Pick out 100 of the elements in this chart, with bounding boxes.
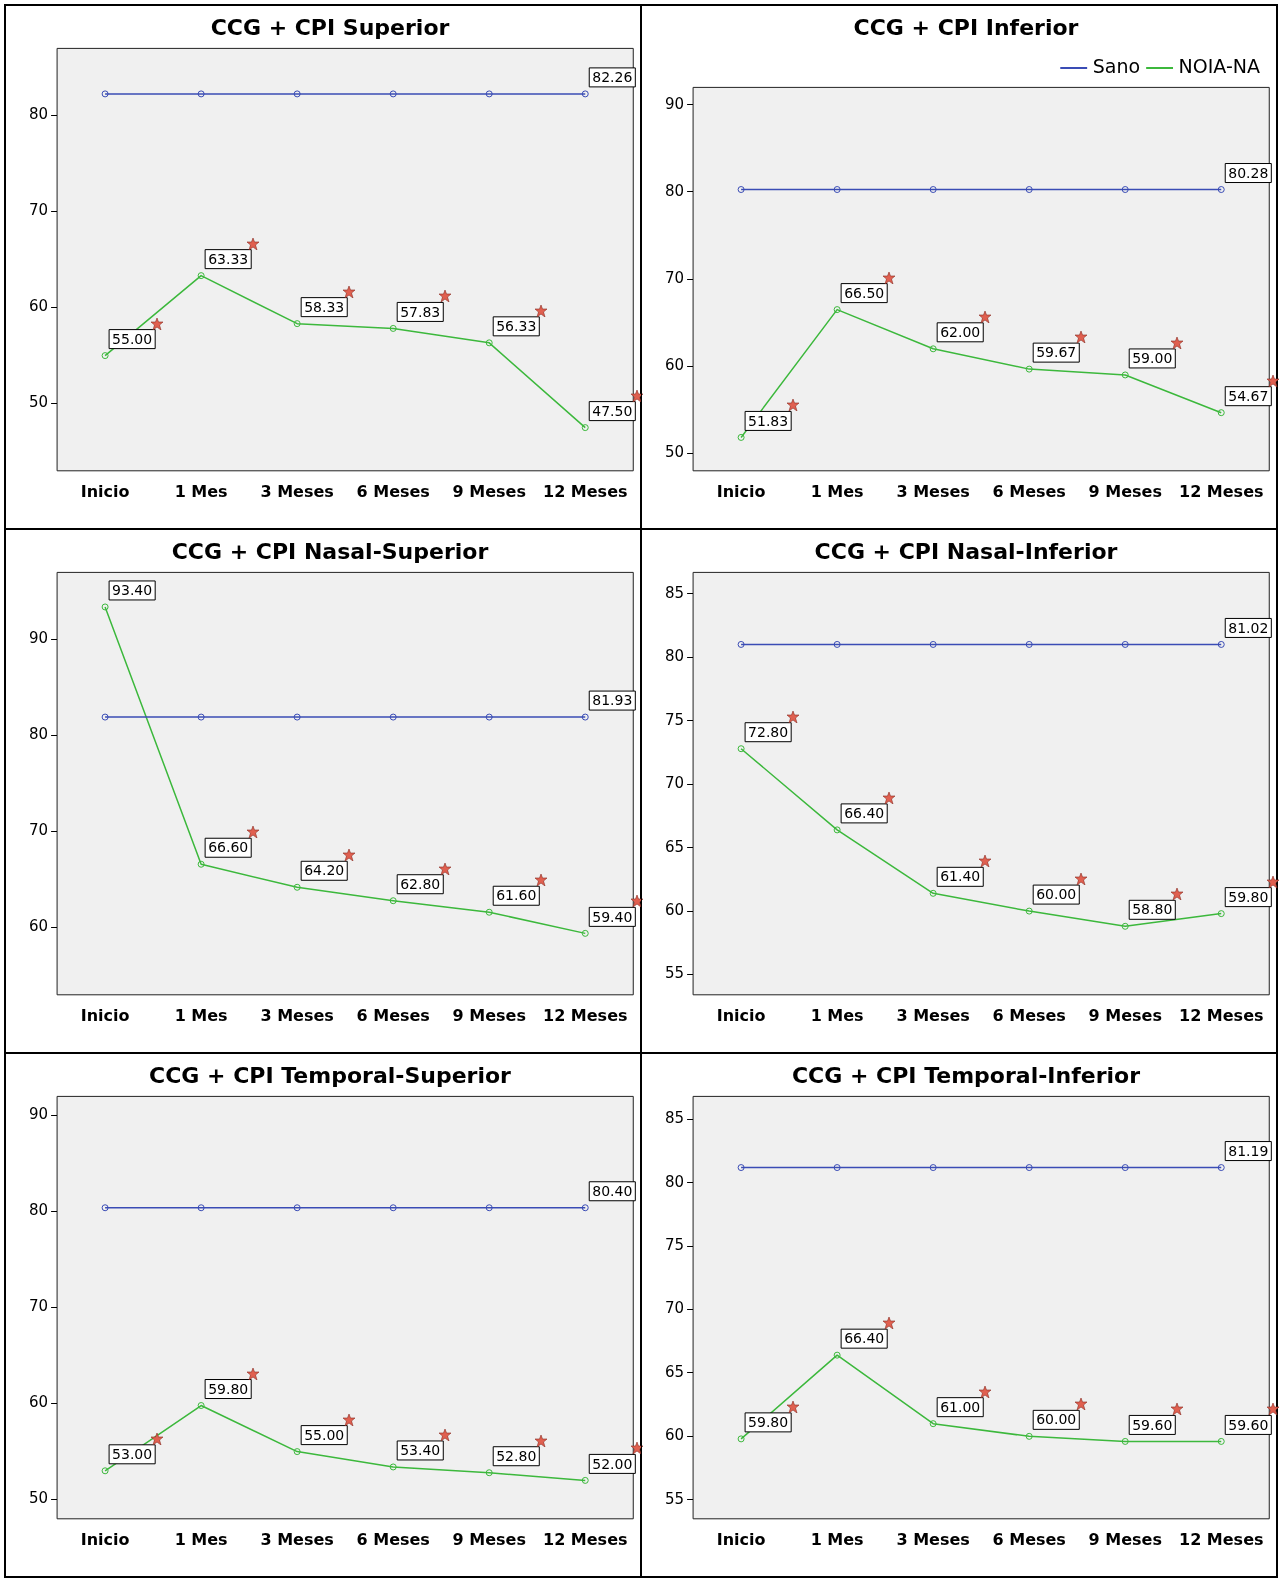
x-tick-label: 12 Meses [1178, 1005, 1264, 1025]
y-tick-label: 70 [664, 268, 685, 287]
y-tick-label: 60 [28, 917, 49, 936]
x-tick-label: 6 Meses [992, 481, 1066, 501]
x-tick-label: 9 Meses [452, 1529, 526, 1549]
x-tick-label: 1 Mes [174, 1529, 228, 1549]
x-tick-label: Inicio [80, 1005, 130, 1025]
y-tick-label: 70 [28, 201, 49, 220]
x-tick-label: 9 Meses [452, 481, 526, 501]
data-label: 55.00 [304, 1426, 345, 1443]
y-tick-label: 80 [28, 1201, 49, 1220]
data-label: 53.40 [400, 1442, 441, 1459]
y-tick-label: 60 [28, 1393, 49, 1412]
data-label: 55.00 [112, 330, 153, 347]
x-tick-label: 3 Meses [260, 1529, 334, 1549]
x-tick-label: 12 Meses [1178, 481, 1264, 501]
y-tick-label: 75 [664, 1235, 685, 1254]
data-label: 59.80 [1228, 888, 1269, 905]
data-label: 52.00 [592, 1455, 633, 1472]
x-tick-label: Inicio [716, 1005, 766, 1025]
y-tick-label: 55 [664, 964, 685, 983]
data-label: 60.00 [1036, 886, 1077, 903]
x-tick-label: 12 Meses [542, 1529, 628, 1549]
data-label: 66.40 [844, 805, 885, 822]
data-label: 81.93 [592, 692, 633, 709]
y-tick-label: 65 [664, 837, 685, 856]
data-label: 53.00 [112, 1445, 153, 1462]
data-label: 66.40 [844, 1330, 885, 1347]
x-tick-label: 1 Mes [174, 1005, 228, 1025]
data-label: 61.60 [496, 887, 537, 904]
x-tick-label: 3 Meses [896, 1005, 970, 1025]
x-tick-label: 6 Meses [992, 1529, 1066, 1549]
y-tick-label: 50 [664, 443, 685, 462]
x-tick-label: 1 Mes [810, 1529, 864, 1549]
data-label: 56.33 [496, 317, 537, 334]
y-tick-label: 70 [664, 1299, 685, 1318]
x-tick-label: 1 Mes [810, 1005, 864, 1025]
chart-title: CCG + CPI Superior [210, 14, 450, 40]
data-label: 62.80 [400, 875, 441, 892]
y-tick-label: 90 [28, 629, 49, 648]
y-tick-label: 65 [664, 1362, 685, 1381]
y-tick-label: 55 [664, 1489, 685, 1508]
y-tick-label: 50 [28, 1489, 49, 1508]
chart-title: CCG + CPI Nasal-Inferior [814, 538, 1118, 564]
data-label: 63.33 [208, 250, 249, 267]
x-tick-label: 6 Meses [356, 481, 430, 501]
x-tick-label: Inicio [80, 481, 130, 501]
y-tick-label: 90 [664, 94, 685, 113]
data-label: 64.20 [304, 862, 345, 879]
x-tick-label: 9 Meses [1088, 1005, 1162, 1025]
x-tick-label: Inicio [716, 1529, 766, 1549]
y-tick-label: 85 [664, 1109, 685, 1128]
y-tick-label: 70 [664, 774, 685, 793]
x-tick-label: 12 Meses [1178, 1529, 1264, 1549]
x-tick-label: 3 Meses [896, 1529, 970, 1549]
data-label: 61.40 [940, 868, 981, 885]
data-label: 82.26 [592, 69, 633, 86]
x-tick-label: 1 Mes [810, 481, 864, 501]
data-label: 52.80 [496, 1447, 537, 1464]
data-label: 57.83 [400, 303, 441, 320]
chart-title: CCG + CPI Inferior [853, 14, 1079, 40]
legend-label: NOIA-NA [1178, 54, 1260, 77]
y-tick-label: 60 [664, 1426, 685, 1445]
x-tick-label: 6 Meses [356, 1005, 430, 1025]
x-tick-label: 9 Meses [452, 1005, 526, 1025]
y-tick-label: 75 [664, 710, 685, 729]
y-tick-label: 90 [28, 1105, 49, 1124]
y-tick-label: 60 [664, 900, 685, 919]
data-label: 66.60 [208, 839, 249, 856]
y-tick-label: 80 [28, 725, 49, 744]
data-label: 60.00 [1036, 1411, 1077, 1428]
y-tick-label: 50 [28, 393, 49, 412]
data-label: 54.67 [1228, 387, 1269, 404]
y-tick-label: 80 [664, 181, 685, 200]
y-tick-label: 85 [664, 583, 685, 602]
legend-label: Sano [1092, 54, 1141, 77]
x-tick-label: 6 Meses [356, 1529, 430, 1549]
x-tick-label: 3 Meses [896, 481, 970, 501]
data-label: 59.80 [208, 1380, 249, 1397]
data-label: 59.60 [1132, 1416, 1173, 1433]
data-label: 47.50 [592, 402, 633, 419]
chart-title: CCG + CPI Temporal-Superior [149, 1062, 512, 1088]
data-label: 59.80 [748, 1414, 789, 1431]
data-label: 61.00 [940, 1398, 981, 1415]
data-label: 59.40 [592, 908, 633, 925]
data-label: 93.40 [112, 582, 153, 599]
y-tick-label: 80 [28, 105, 49, 124]
y-tick-label: 70 [28, 821, 49, 840]
y-tick-label: 60 [664, 356, 685, 375]
y-tick-label: 80 [664, 647, 685, 666]
data-label: 81.19 [1228, 1142, 1269, 1159]
data-label: 59.67 [1036, 344, 1077, 361]
data-label: 72.80 [748, 723, 789, 740]
x-tick-label: Inicio [716, 481, 766, 501]
data-label: 66.50 [844, 284, 885, 301]
x-tick-label: 9 Meses [1088, 1529, 1162, 1549]
data-label: 80.40 [592, 1182, 633, 1199]
data-label: 58.80 [1132, 901, 1173, 918]
data-label: 51.83 [748, 412, 789, 429]
data-label: 59.60 [1228, 1416, 1269, 1433]
